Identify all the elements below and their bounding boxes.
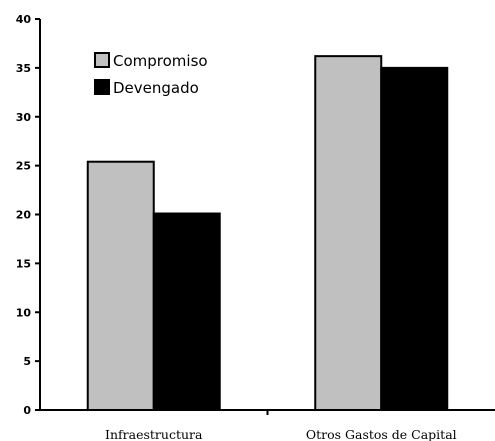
y-tick-label: 35 [16,62,31,75]
legend: Compromiso Devengado [94,52,208,97]
bars [86,55,449,412]
x-axis: Infraestructura Otros Gastos de Capital [40,409,495,441]
y-tick-label: 30 [16,111,32,124]
y-axis: 0 5 10 15 20 25 30 35 40 [16,13,41,417]
bar-compromiso-1 [86,160,155,411]
x-category-label: Infraestructura [105,427,203,441]
legend-swatch-devengado [94,79,110,95]
y-tick-label: 40 [16,13,32,26]
y-tick-label: 5 [23,355,31,368]
bar-compromiso-2 [314,55,383,412]
y-tick-label: 0 [23,404,31,417]
legend-label-devengado: Devengado [113,79,199,97]
y-tick-label: 15 [16,257,31,270]
y-tick-label: 20 [16,209,32,222]
x-category-label: Otros Gastos de Capital [306,427,457,441]
y-tick-label: 10 [16,306,32,319]
y-tick-label: 25 [16,160,31,173]
bar-devengado-1 [152,212,221,411]
legend-swatch-compromiso [94,52,110,68]
legend-label-compromiso: Compromiso [113,52,208,70]
bar-devengado-2 [380,66,449,411]
